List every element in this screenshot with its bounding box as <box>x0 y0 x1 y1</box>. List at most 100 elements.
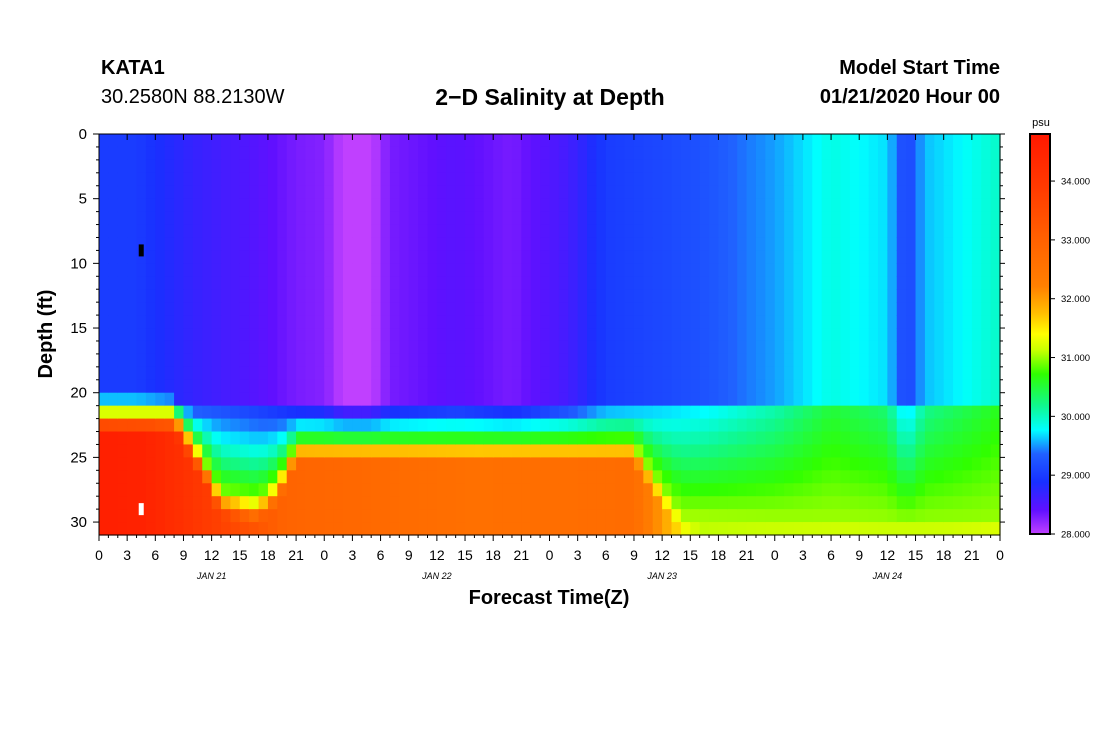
heatmap-cell <box>267 522 278 536</box>
heatmap-cell <box>652 379 663 394</box>
heatmap-cell <box>924 483 935 497</box>
heatmap-cell <box>934 172 945 187</box>
heatmap-cell <box>793 237 804 252</box>
heatmap-cell <box>990 302 1001 316</box>
heatmap-cell <box>211 211 222 226</box>
heatmap-cell <box>840 237 851 252</box>
heatmap-cell <box>99 392 109 407</box>
heatmap-cell <box>859 379 870 394</box>
heatmap-cell <box>643 522 654 536</box>
heatmap-cell <box>239 496 250 510</box>
heatmap-cell <box>906 276 917 290</box>
model-start-label: Model Start Time <box>839 57 1000 79</box>
heatmap-cell <box>371 250 382 264</box>
heatmap-cell <box>549 146 560 161</box>
x-tick-label: 15 <box>908 547 924 563</box>
heatmap-cell <box>455 444 466 458</box>
heatmap-cell <box>221 224 231 239</box>
heatmap-cell <box>605 289 616 303</box>
heatmap-cell <box>249 405 260 420</box>
heatmap-cell <box>774 224 785 239</box>
heatmap-cell <box>868 302 879 316</box>
heatmap-cell <box>511 353 522 368</box>
heatmap-cell <box>802 211 813 226</box>
heatmap-cell <box>324 146 335 161</box>
heatmap-cell <box>643 496 654 510</box>
heatmap-cell <box>699 172 710 187</box>
heatmap-cell <box>577 276 588 290</box>
heatmap-cell <box>596 457 607 471</box>
heatmap-cell <box>183 522 194 536</box>
heatmap-cell <box>887 224 898 239</box>
heatmap-cell <box>549 470 560 484</box>
heatmap-cell <box>859 431 870 446</box>
heatmap-cell <box>380 237 391 252</box>
heatmap-cell <box>906 289 917 303</box>
heatmap-cell <box>352 276 363 290</box>
heatmap-cell <box>117 457 128 471</box>
heatmap-cell <box>981 431 992 446</box>
heatmap-cell <box>755 224 766 239</box>
heatmap-cell <box>568 134 579 148</box>
heatmap-cell <box>709 250 720 264</box>
heatmap-cell <box>249 276 260 290</box>
heatmap-cell <box>127 457 138 471</box>
heatmap-cell <box>568 366 579 381</box>
heatmap-cell <box>530 392 541 407</box>
heatmap-cell <box>249 379 260 394</box>
heatmap-cell <box>389 353 400 368</box>
heatmap-cell <box>343 315 354 329</box>
heatmap-cell <box>868 146 879 161</box>
heatmap-cell <box>605 263 616 277</box>
heatmap-cell <box>774 353 785 368</box>
heatmap-cell <box>446 276 457 290</box>
heatmap-cell <box>361 509 372 523</box>
heatmap-cell <box>587 444 598 458</box>
heatmap-cell <box>568 185 579 200</box>
heatmap-cell <box>117 302 128 316</box>
heatmap-cell <box>192 224 203 239</box>
heatmap-cell <box>211 185 222 200</box>
heatmap-cell <box>831 211 842 226</box>
heatmap-cell <box>633 134 644 148</box>
heatmap-cell <box>746 146 757 161</box>
heatmap-cell <box>690 185 701 200</box>
heatmap-cell <box>934 263 945 277</box>
heatmap-cell <box>671 418 682 433</box>
heatmap-cell <box>605 250 616 264</box>
heatmap-cell <box>821 444 832 458</box>
heatmap-cell <box>361 276 372 290</box>
heatmap-cell <box>145 353 156 368</box>
heatmap-cell <box>399 224 410 239</box>
heatmap-cell <box>596 418 607 433</box>
heatmap-cell <box>971 211 982 226</box>
heatmap-cell <box>202 431 213 446</box>
heatmap-cell <box>136 509 147 523</box>
heatmap-cell <box>990 457 1001 471</box>
heatmap-cell <box>906 185 917 200</box>
heatmap-cell <box>343 340 354 355</box>
heatmap-cell <box>164 353 175 368</box>
heatmap-cell <box>183 263 194 277</box>
heatmap-cell <box>221 134 231 148</box>
heatmap-cell <box>127 444 138 458</box>
heatmap-cell <box>474 405 485 420</box>
heatmap-cell <box>530 353 541 368</box>
heatmap-cell <box>746 340 757 355</box>
heatmap-cell <box>821 276 832 290</box>
heatmap-cell <box>746 198 757 213</box>
heatmap-cell <box>784 146 795 161</box>
heatmap-cell <box>108 224 119 239</box>
heatmap-cell <box>877 405 888 420</box>
heatmap-cell <box>577 418 588 433</box>
heatmap-cell <box>821 146 832 161</box>
heatmap-cell <box>286 237 297 252</box>
heatmap-cell <box>680 289 691 303</box>
heatmap-cell <box>943 457 954 471</box>
heatmap-cell <box>746 496 757 510</box>
heatmap-cell <box>474 315 485 329</box>
heatmap-cell <box>990 250 1001 264</box>
heatmap-cell <box>380 172 391 187</box>
heatmap-cell <box>230 379 241 394</box>
heatmap-cell <box>202 289 213 303</box>
